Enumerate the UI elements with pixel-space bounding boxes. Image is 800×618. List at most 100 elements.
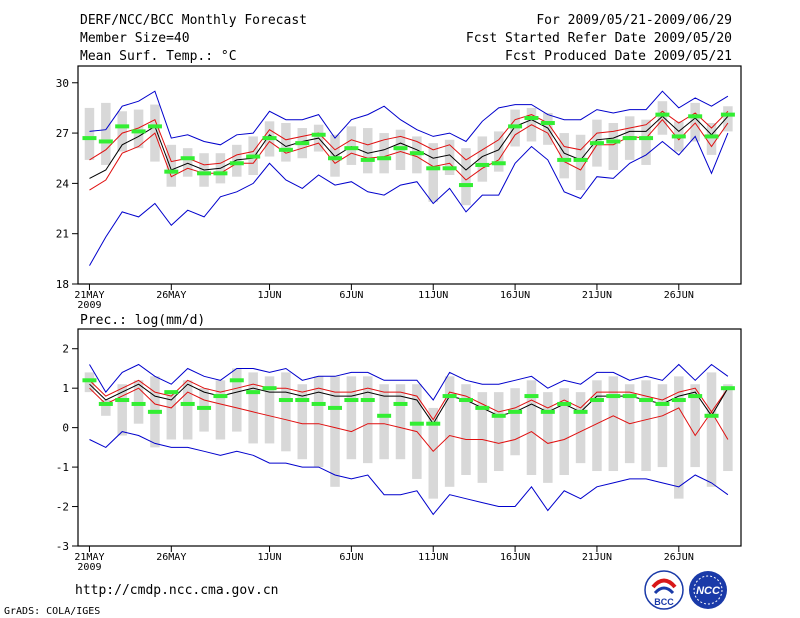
prec-spread-box xyxy=(248,372,258,444)
temp-observed-marker xyxy=(115,124,130,129)
prec-spread-box xyxy=(706,372,717,487)
temp-y-tick-label: 21 xyxy=(56,228,69,241)
prec-spread-box xyxy=(510,388,520,456)
temp-observed-marker xyxy=(557,157,572,162)
prec-observed-marker xyxy=(524,394,539,399)
prec-observed-marker xyxy=(540,409,555,414)
temp-observed-marker xyxy=(262,136,277,141)
prec-observed-marker xyxy=(573,409,588,414)
prec-spread-box xyxy=(117,384,127,436)
temp-spread-box xyxy=(133,109,144,149)
temp-observed-marker xyxy=(197,171,212,176)
temp-x-tick-label: 21JUN xyxy=(582,290,612,301)
temp-spread-box xyxy=(166,144,177,187)
prec-y-tick-label: -1 xyxy=(56,461,69,474)
prec-x-tick-label: 26JUN xyxy=(664,552,694,563)
temp-spread-box xyxy=(461,148,471,206)
temp-spread-box xyxy=(559,133,569,179)
temp-spread-box xyxy=(101,102,111,165)
prec-observed-marker xyxy=(458,398,473,403)
prec-observed-marker xyxy=(393,401,408,406)
prec-spread-box xyxy=(543,392,553,483)
temp-spread-box xyxy=(428,143,438,202)
prec-spread-box xyxy=(232,368,242,432)
temp-observed-marker xyxy=(131,129,146,134)
prec-maximum-line xyxy=(89,363,729,401)
temp-observed-marker xyxy=(229,161,244,166)
prec-observed-marker xyxy=(557,401,572,406)
forecast-produced-date: Fcst Produced Date 2009/05/21 xyxy=(505,49,732,64)
temp-observed-marker xyxy=(540,121,555,126)
temp-observed-marker xyxy=(278,147,293,152)
prec-observed-marker xyxy=(180,401,195,406)
prec-spread-box xyxy=(215,380,226,440)
prec-observed-marker xyxy=(639,398,654,403)
temp-x-tick-label: 11JUN xyxy=(418,290,448,301)
forecast-period: For 2009/05/21-2009/06/29 xyxy=(536,13,732,28)
temp-observed-marker xyxy=(82,136,97,141)
prec-observed-marker xyxy=(491,413,506,418)
temp-observed-marker xyxy=(393,146,408,151)
temp-spread-box xyxy=(379,133,389,174)
member-size-label: Member Size=40 xyxy=(80,31,190,46)
temp-observed-marker xyxy=(344,146,359,151)
temp-observed-marker xyxy=(360,157,375,162)
temp-spread-box xyxy=(690,102,700,142)
prec-observed-marker xyxy=(622,394,637,399)
temp-x-tick-label: 26MAY xyxy=(156,290,186,301)
temp-observed-marker xyxy=(409,151,424,156)
prec-observed-marker xyxy=(295,398,310,403)
temp-lower-spread-line xyxy=(89,118,729,191)
prec-observed-marker xyxy=(671,398,686,403)
temp-ensemble-mean-line xyxy=(89,115,729,179)
temp-observed-marker xyxy=(524,115,539,120)
prec-observed-marker xyxy=(164,390,179,395)
temp-observed-marker xyxy=(213,171,228,176)
prec-observed-marker xyxy=(213,394,228,399)
prec-spread-box xyxy=(575,392,586,464)
prec-spread-box xyxy=(166,392,177,440)
temp-x-tick-label: 16JUN xyxy=(500,290,530,301)
prec-upper-spread-line xyxy=(89,379,729,421)
temp-x-tick-label: 26JUN xyxy=(664,290,694,301)
temp-x-tick-label: 6JUN xyxy=(339,290,363,301)
temp-y-tick-label: 24 xyxy=(56,177,70,190)
temp-spread-box xyxy=(363,128,373,174)
prec-observed-marker xyxy=(278,398,293,403)
temp-spread-box xyxy=(346,126,357,165)
variable-label: Mean Surf. Temp.: °C xyxy=(80,49,237,64)
temp-spread-box xyxy=(281,123,291,162)
prec-observed-marker xyxy=(475,405,490,410)
temp-observed-marker xyxy=(377,156,392,161)
source-url[interactable]: http://cmdp.ncc.cma.gov.cn xyxy=(75,583,279,598)
prec-x-tick-label: 26MAY xyxy=(156,552,186,563)
temp-observed-marker xyxy=(491,161,506,166)
prec-observed-marker xyxy=(606,394,621,399)
prec-observed-marker xyxy=(720,386,735,391)
prec-observed-marker xyxy=(115,398,130,403)
temp-y-tick-label: 27 xyxy=(56,127,69,140)
prec-observed-marker xyxy=(197,405,212,410)
prec-y-tick-label: -2 xyxy=(56,501,69,514)
prec-observed-marker xyxy=(246,390,261,395)
prec-observed-marker xyxy=(360,398,375,403)
prec-observed-marker xyxy=(311,401,326,406)
temp-observed-marker xyxy=(720,112,735,117)
prec-x-tick-label: 16JUN xyxy=(500,552,530,563)
prec-spread-box xyxy=(428,407,438,499)
prec-spread-box xyxy=(592,380,602,472)
prec-spread-box xyxy=(657,384,668,468)
forecast-title: DERF/NCC/BCC Monthly Forecast xyxy=(80,13,307,28)
temp-observed-marker xyxy=(164,169,179,174)
ncc-logo-text: NCC xyxy=(696,585,721,597)
temp-minimum-line xyxy=(89,132,729,266)
temp-upper-spread-line xyxy=(89,110,729,166)
prec-spread-box xyxy=(101,400,111,416)
prec-spread-box xyxy=(559,388,569,475)
temp-observed-marker xyxy=(180,156,195,161)
temp-plot-frame xyxy=(77,65,742,285)
prec-x-tick-label: 21JUN xyxy=(582,552,612,563)
prec-y-tick-label: 0 xyxy=(62,422,69,435)
temp-observed-marker xyxy=(704,134,719,139)
prec-plot-frame xyxy=(77,328,742,547)
